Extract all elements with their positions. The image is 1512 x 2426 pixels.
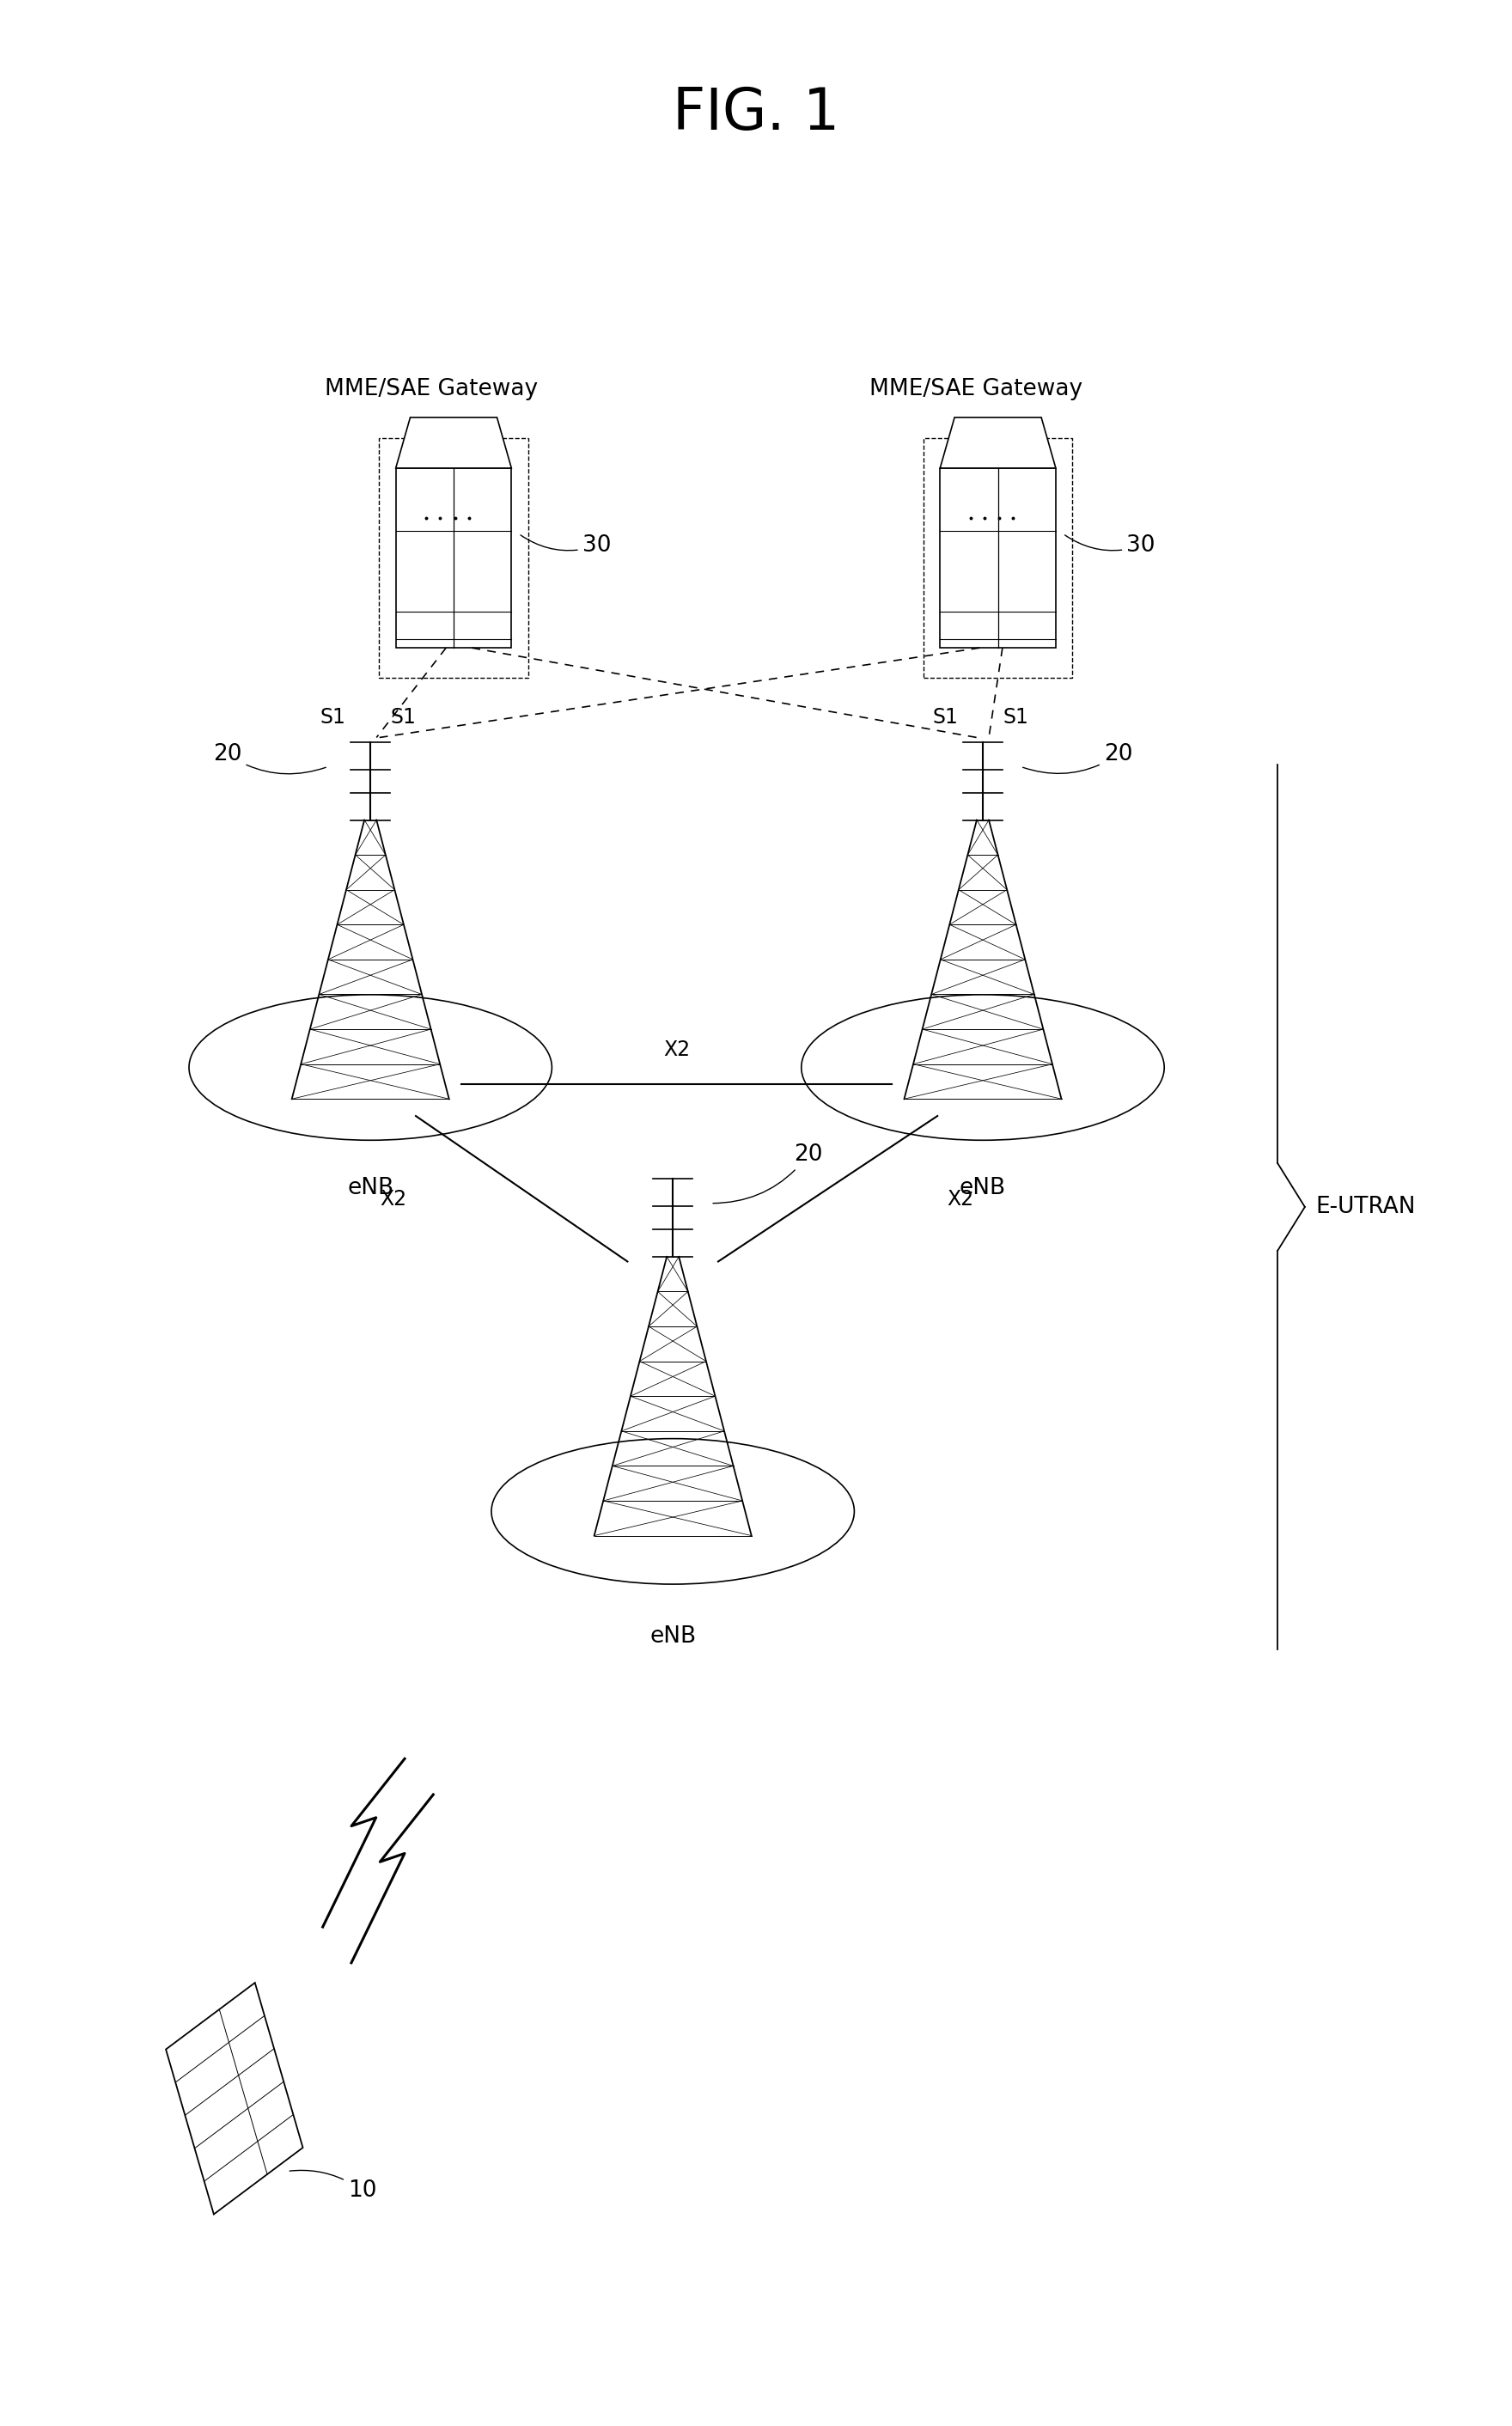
Polygon shape — [940, 417, 1055, 468]
Text: S1: S1 — [933, 708, 957, 728]
FancyBboxPatch shape — [940, 468, 1055, 648]
Text: S1: S1 — [321, 708, 345, 728]
Text: 20: 20 — [213, 742, 327, 774]
Text: S1: S1 — [392, 708, 416, 728]
Text: eNB: eNB — [960, 1177, 1005, 1198]
Text: 10: 10 — [290, 2171, 376, 2203]
Text: eNB: eNB — [348, 1177, 393, 1198]
Text: 20: 20 — [714, 1143, 823, 1203]
Polygon shape — [166, 1982, 302, 2215]
FancyBboxPatch shape — [396, 468, 511, 648]
Text: MME/SAE Gateway: MME/SAE Gateway — [325, 378, 538, 400]
Text: 30: 30 — [520, 534, 611, 558]
Text: FIG. 1: FIG. 1 — [673, 85, 839, 141]
Text: S1: S1 — [1004, 708, 1028, 728]
Text: E-UTRAN: E-UTRAN — [1315, 1196, 1415, 1218]
Text: X2: X2 — [664, 1041, 689, 1060]
Text: X2: X2 — [947, 1189, 974, 1208]
Text: 20: 20 — [1022, 742, 1132, 774]
Text: X2: X2 — [380, 1189, 407, 1208]
Polygon shape — [396, 417, 511, 468]
Text: MME/SAE Gateway: MME/SAE Gateway — [869, 378, 1083, 400]
Text: 30: 30 — [1064, 534, 1155, 558]
Text: eNB: eNB — [650, 1625, 696, 1647]
